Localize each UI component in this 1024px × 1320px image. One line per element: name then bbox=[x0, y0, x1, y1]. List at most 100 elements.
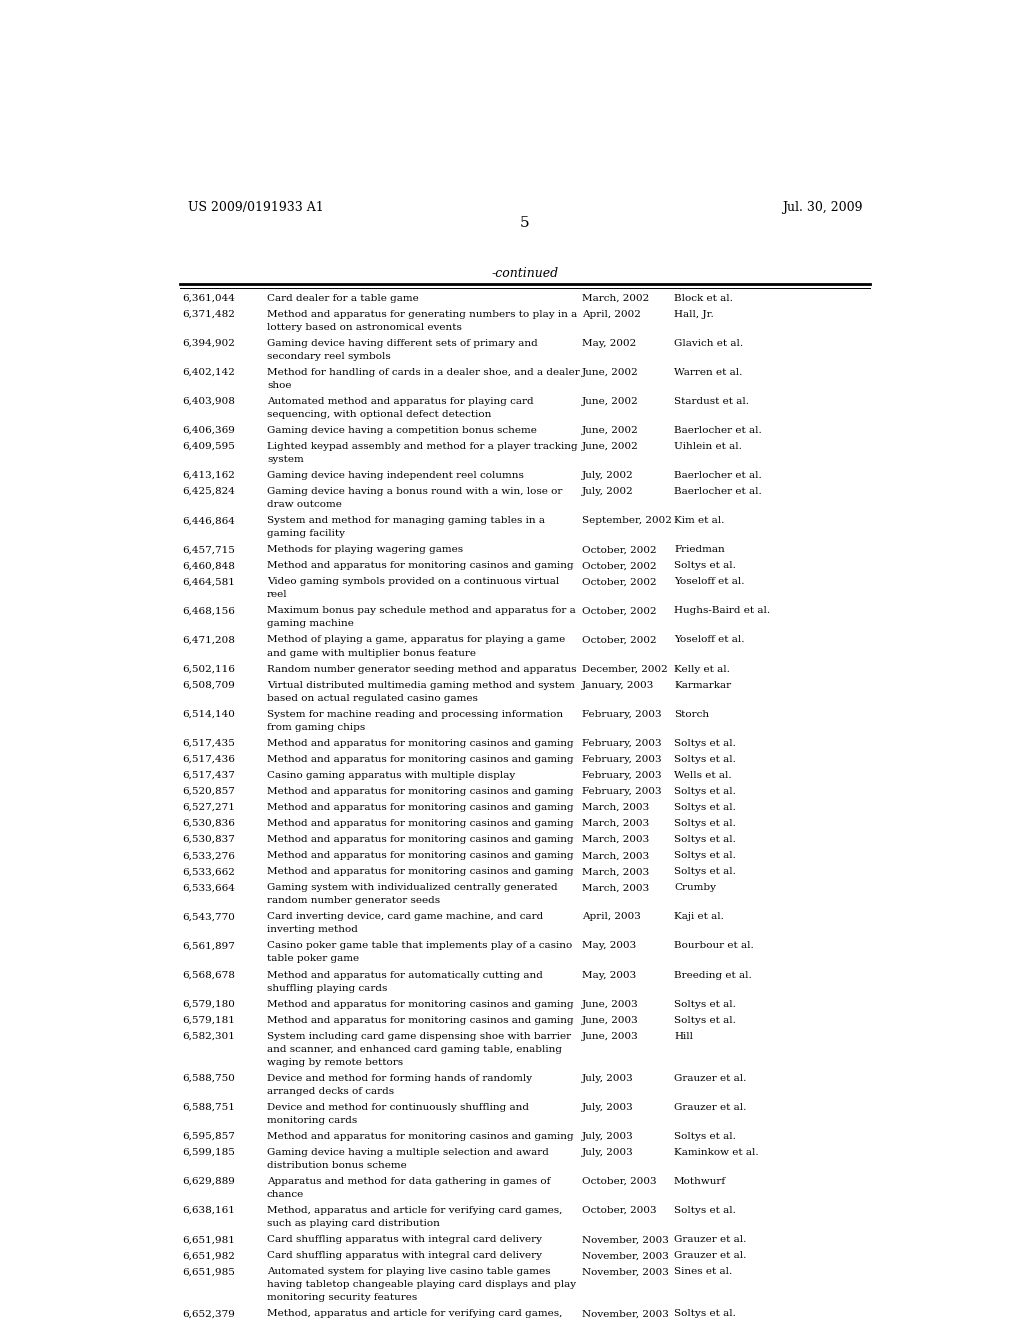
Text: 6,588,751: 6,588,751 bbox=[182, 1102, 234, 1111]
Text: September, 2002: September, 2002 bbox=[582, 516, 672, 525]
Text: System and method for managing gaming tables in a: System and method for managing gaming ta… bbox=[267, 516, 545, 525]
Text: June, 2003: June, 2003 bbox=[582, 999, 639, 1008]
Text: Mothwurf: Mothwurf bbox=[674, 1177, 726, 1187]
Text: Grauzer et al.: Grauzer et al. bbox=[674, 1073, 746, 1082]
Text: Gaming device having independent reel columns: Gaming device having independent reel co… bbox=[267, 471, 523, 480]
Text: April, 2002: April, 2002 bbox=[582, 310, 641, 318]
Text: reel: reel bbox=[267, 590, 288, 599]
Text: Stardust et al.: Stardust et al. bbox=[674, 397, 749, 405]
Text: System for machine reading and processing information: System for machine reading and processin… bbox=[267, 710, 563, 718]
Text: 6,471,208: 6,471,208 bbox=[182, 635, 234, 644]
Text: 6,502,116: 6,502,116 bbox=[182, 664, 234, 673]
Text: distribution bonus scheme: distribution bonus scheme bbox=[267, 1162, 407, 1170]
Text: October, 2003: October, 2003 bbox=[582, 1177, 656, 1187]
Text: draw outcome: draw outcome bbox=[267, 500, 342, 510]
Text: shuffling playing cards: shuffling playing cards bbox=[267, 983, 387, 993]
Text: Method and apparatus for monitoring casinos and gaming: Method and apparatus for monitoring casi… bbox=[267, 1015, 573, 1024]
Text: June, 2002: June, 2002 bbox=[582, 368, 639, 376]
Text: Method of playing a game, apparatus for playing a game: Method of playing a game, apparatus for … bbox=[267, 635, 565, 644]
Text: 6,446,864: 6,446,864 bbox=[182, 516, 234, 525]
Text: 6,543,770: 6,543,770 bbox=[182, 912, 234, 921]
Text: 6,403,908: 6,403,908 bbox=[182, 397, 234, 405]
Text: Soltys et al.: Soltys et al. bbox=[674, 818, 736, 828]
Text: Gaming system with individualized centrally generated: Gaming system with individualized centra… bbox=[267, 883, 557, 892]
Text: July, 2002: July, 2002 bbox=[582, 471, 634, 480]
Text: June, 2003: June, 2003 bbox=[582, 1032, 639, 1040]
Text: Soltys et al.: Soltys et al. bbox=[674, 1206, 736, 1216]
Text: 6,579,180: 6,579,180 bbox=[182, 999, 234, 1008]
Text: Warren et al.: Warren et al. bbox=[674, 368, 742, 376]
Text: March, 2002: March, 2002 bbox=[582, 293, 649, 302]
Text: 6,533,662: 6,533,662 bbox=[182, 867, 234, 876]
Text: Baerlocher et al.: Baerlocher et al. bbox=[674, 471, 762, 480]
Text: Gaming device having a bonus round with a win, lose or: Gaming device having a bonus round with … bbox=[267, 487, 562, 496]
Text: Soltys et al.: Soltys et al. bbox=[674, 1133, 736, 1140]
Text: 6,651,982: 6,651,982 bbox=[182, 1251, 234, 1261]
Text: Methods for playing wagering games: Methods for playing wagering games bbox=[267, 545, 463, 554]
Text: System including card game dispensing shoe with barrier: System including card game dispensing sh… bbox=[267, 1032, 571, 1040]
Text: Device and method for continuously shuffling and: Device and method for continuously shuff… bbox=[267, 1102, 528, 1111]
Text: Glavich et al.: Glavich et al. bbox=[674, 339, 743, 347]
Text: July, 2003: July, 2003 bbox=[582, 1102, 634, 1111]
Text: February, 2003: February, 2003 bbox=[582, 771, 662, 780]
Text: inverting method: inverting method bbox=[267, 925, 357, 935]
Text: Gaming device having a multiple selection and award: Gaming device having a multiple selectio… bbox=[267, 1148, 549, 1156]
Text: May, 2003: May, 2003 bbox=[582, 941, 636, 950]
Text: Automated method and apparatus for playing card: Automated method and apparatus for playi… bbox=[267, 397, 534, 405]
Text: 6,595,857: 6,595,857 bbox=[182, 1133, 234, 1140]
Text: shoe: shoe bbox=[267, 380, 292, 389]
Text: July, 2003: July, 2003 bbox=[582, 1133, 634, 1140]
Text: March, 2003: March, 2003 bbox=[582, 867, 649, 876]
Text: Method and apparatus for monitoring casinos and gaming: Method and apparatus for monitoring casi… bbox=[267, 851, 573, 861]
Text: Baerlocher et al.: Baerlocher et al. bbox=[674, 426, 762, 434]
Text: lottery based on astronomical events: lottery based on astronomical events bbox=[267, 322, 462, 331]
Text: monitoring cards: monitoring cards bbox=[267, 1115, 357, 1125]
Text: 6,517,437: 6,517,437 bbox=[182, 771, 234, 780]
Text: Gaming device having a competition bonus scheme: Gaming device having a competition bonus… bbox=[267, 426, 537, 434]
Text: Maximum bonus pay schedule method and apparatus for a: Maximum bonus pay schedule method and ap… bbox=[267, 606, 575, 615]
Text: sequencing, with optional defect detection: sequencing, with optional defect detecti… bbox=[267, 409, 492, 418]
Text: 6,406,369: 6,406,369 bbox=[182, 426, 234, 434]
Text: Soltys et al.: Soltys et al. bbox=[674, 739, 736, 747]
Text: arranged decks of cards: arranged decks of cards bbox=[267, 1086, 394, 1096]
Text: Method and apparatus for monitoring casinos and gaming: Method and apparatus for monitoring casi… bbox=[267, 755, 573, 764]
Text: having tabletop changeable playing card displays and play: having tabletop changeable playing card … bbox=[267, 1280, 577, 1290]
Text: Soltys et al.: Soltys et al. bbox=[674, 803, 736, 812]
Text: Card inverting device, card game machine, and card: Card inverting device, card game machine… bbox=[267, 912, 543, 921]
Text: Lighted keypad assembly and method for a player tracking: Lighted keypad assembly and method for a… bbox=[267, 442, 578, 451]
Text: Hall, Jr.: Hall, Jr. bbox=[674, 310, 714, 318]
Text: Automated system for playing live casino table games: Automated system for playing live casino… bbox=[267, 1267, 550, 1276]
Text: Yoseloff et al.: Yoseloff et al. bbox=[674, 577, 744, 586]
Text: from gaming chips: from gaming chips bbox=[267, 723, 366, 731]
Text: Method and apparatus for monitoring casinos and gaming: Method and apparatus for monitoring casi… bbox=[267, 867, 573, 876]
Text: Card dealer for a table game: Card dealer for a table game bbox=[267, 293, 419, 302]
Text: monitoring security features: monitoring security features bbox=[267, 1294, 417, 1303]
Text: Karmarkar: Karmarkar bbox=[674, 681, 731, 689]
Text: Method and apparatus for monitoring casinos and gaming: Method and apparatus for monitoring casi… bbox=[267, 818, 573, 828]
Text: 6,582,301: 6,582,301 bbox=[182, 1032, 234, 1040]
Text: 6,464,581: 6,464,581 bbox=[182, 577, 234, 586]
Text: Sines et al.: Sines et al. bbox=[674, 1267, 732, 1276]
Text: 6,652,379: 6,652,379 bbox=[182, 1309, 234, 1319]
Text: February, 2003: February, 2003 bbox=[582, 739, 662, 747]
Text: 6,651,985: 6,651,985 bbox=[182, 1267, 234, 1276]
Text: July, 2002: July, 2002 bbox=[582, 487, 634, 496]
Text: Method and apparatus for monitoring casinos and gaming: Method and apparatus for monitoring casi… bbox=[267, 787, 573, 796]
Text: March, 2003: March, 2003 bbox=[582, 851, 649, 861]
Text: 6,413,162: 6,413,162 bbox=[182, 471, 234, 480]
Text: Method and apparatus for monitoring casinos and gaming: Method and apparatus for monitoring casi… bbox=[267, 739, 573, 747]
Text: Breeding et al.: Breeding et al. bbox=[674, 970, 752, 979]
Text: Grauzer et al.: Grauzer et al. bbox=[674, 1102, 746, 1111]
Text: Method and apparatus for generating numbers to play in a: Method and apparatus for generating numb… bbox=[267, 310, 578, 318]
Text: 6,599,185: 6,599,185 bbox=[182, 1148, 234, 1156]
Text: 6,638,161: 6,638,161 bbox=[182, 1206, 234, 1216]
Text: Hill: Hill bbox=[674, 1032, 693, 1040]
Text: 6,394,902: 6,394,902 bbox=[182, 339, 234, 347]
Text: Method and apparatus for monitoring casinos and gaming: Method and apparatus for monitoring casi… bbox=[267, 803, 573, 812]
Text: Soltys et al.: Soltys et al. bbox=[674, 1015, 736, 1024]
Text: Block et al.: Block et al. bbox=[674, 293, 733, 302]
Text: February, 2003: February, 2003 bbox=[582, 755, 662, 764]
Text: February, 2003: February, 2003 bbox=[582, 710, 662, 718]
Text: waging by remote bettors: waging by remote bettors bbox=[267, 1057, 403, 1067]
Text: 6,533,664: 6,533,664 bbox=[182, 883, 234, 892]
